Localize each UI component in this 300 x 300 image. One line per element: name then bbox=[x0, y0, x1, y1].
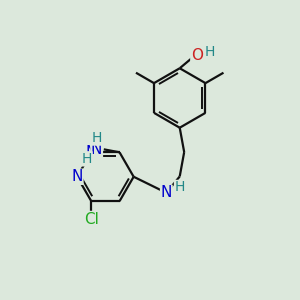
Text: O: O bbox=[191, 48, 203, 63]
Text: H: H bbox=[205, 45, 215, 59]
Text: N: N bbox=[91, 142, 102, 158]
Text: N: N bbox=[161, 185, 172, 200]
Text: Cl: Cl bbox=[84, 212, 99, 226]
Text: H: H bbox=[175, 181, 185, 194]
Text: H: H bbox=[92, 131, 102, 145]
Text: N: N bbox=[71, 169, 83, 184]
Text: H: H bbox=[82, 152, 92, 166]
Text: N: N bbox=[85, 145, 97, 160]
